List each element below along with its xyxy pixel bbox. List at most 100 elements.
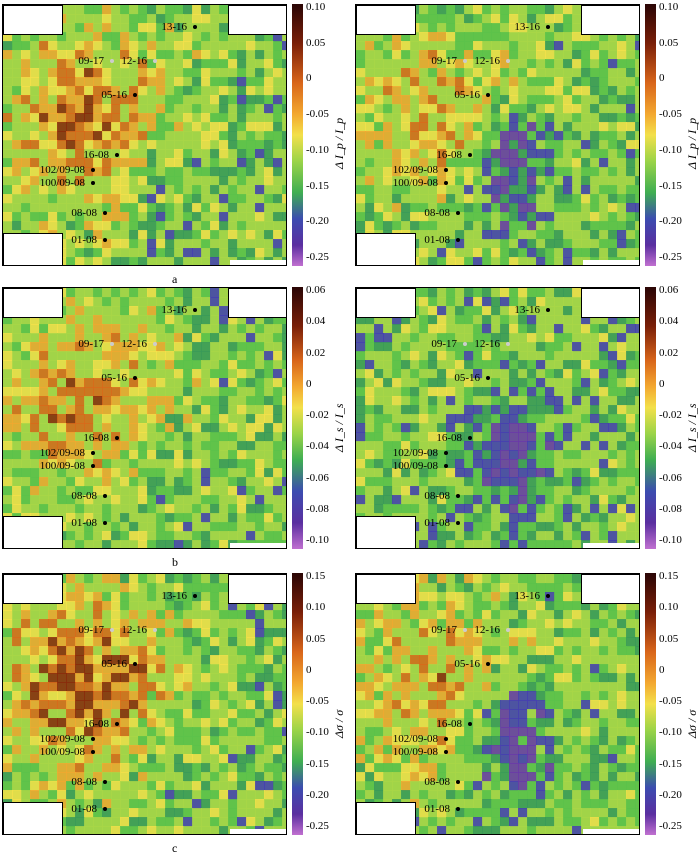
well-label: 13-16 xyxy=(514,21,540,33)
colorbar-title: Δ I_s / I_s xyxy=(685,403,699,453)
colorbar-tick: 0.02 xyxy=(659,346,679,359)
well-dot xyxy=(546,25,550,29)
mask-region xyxy=(356,5,416,35)
colorbar-tick: 0.10 xyxy=(659,601,679,614)
colorbar-tick: 0 xyxy=(659,663,665,676)
colorbar-tick: -0.08 xyxy=(306,502,329,515)
colorbar xyxy=(292,287,303,549)
colorbar-tick: 0.04 xyxy=(306,315,326,328)
mask-region xyxy=(583,829,639,834)
colorbar-tick: -0.02 xyxy=(306,409,329,421)
colorbar-tick: 0 xyxy=(306,377,312,390)
map-area: 13-16 09-17 12-16 05-16 16-08 102/09-08 100/09… xyxy=(2,573,287,835)
attribute-map xyxy=(3,574,286,834)
well-label: 16-08 xyxy=(83,432,109,444)
well-dot xyxy=(468,436,472,440)
well-label: 08-08 xyxy=(424,490,450,502)
colorbar-tick: 0.10 xyxy=(306,1,326,13)
mask-region xyxy=(581,288,639,318)
colorbar-tick: -0.15 xyxy=(659,179,682,192)
well-label: 01-08 xyxy=(424,803,450,815)
colorbar-tick: 0 xyxy=(306,663,312,676)
panel-c-2: 13-16 09-17 12-16 05-16 16-08 102/09-08 100/09… xyxy=(353,571,700,835)
mask-region xyxy=(356,574,416,604)
well-label: 12-16 xyxy=(121,338,147,350)
well-dot xyxy=(456,494,460,498)
colorbar-tick: -0.05 xyxy=(659,108,682,121)
mask-region xyxy=(228,288,286,318)
mask-region xyxy=(356,288,416,318)
well-dot xyxy=(444,451,448,455)
panel-b-1: 13-16 09-17 12-16 05-16 16-08 102/09-08 100/09… xyxy=(0,284,347,549)
mask-region xyxy=(583,260,639,265)
colorbar-tick: -0.20 xyxy=(659,215,682,228)
well-dot xyxy=(463,342,467,346)
row-label: a xyxy=(172,272,178,286)
mask-region xyxy=(3,574,63,604)
well-label: 09-17 xyxy=(78,55,104,67)
well-label: 13-16 xyxy=(161,21,187,33)
well-label: 16-08 xyxy=(436,149,462,161)
map-area: 13-16 09-17 12-16 05-16 16-08 102/09-08 100/09… xyxy=(2,287,287,549)
well-dot xyxy=(103,211,107,215)
well-dot xyxy=(133,93,137,97)
well-label: 09-17 xyxy=(431,624,457,636)
colorbar-title: Δσ / σ xyxy=(685,709,699,738)
attribute-map xyxy=(356,5,639,265)
colorbar xyxy=(645,573,656,835)
well-dot xyxy=(91,750,95,754)
well-label: 100/09-08 xyxy=(392,177,438,189)
well-dot xyxy=(153,628,157,632)
well-dot xyxy=(463,628,467,632)
well-label: 01-08 xyxy=(71,517,97,529)
well-label: 01-08 xyxy=(424,234,450,246)
mask-region xyxy=(230,829,286,834)
well-label: 100/09-08 xyxy=(392,460,438,472)
well-label: 13-16 xyxy=(514,304,540,316)
well-dot xyxy=(110,628,114,632)
mask-region xyxy=(3,288,63,318)
well-label: 05-16 xyxy=(454,89,480,101)
colorbar-tick: -0.15 xyxy=(306,757,329,770)
mask-region xyxy=(356,802,416,834)
well-dot xyxy=(486,93,490,97)
well-dot xyxy=(110,59,114,63)
well-dot xyxy=(153,342,157,346)
attribute-map xyxy=(356,288,639,548)
well-dot xyxy=(103,780,107,784)
map-area: 13-16 09-17 12-16 05-16 16-08 102/09-08 100/09… xyxy=(355,4,640,266)
well-label: 05-16 xyxy=(101,658,127,670)
well-dot xyxy=(193,308,197,312)
colorbar-tick: -0.25 xyxy=(306,820,329,832)
well-label: 05-16 xyxy=(454,372,480,384)
well-dot xyxy=(115,436,119,440)
colorbar-tick: 0.10 xyxy=(659,1,679,13)
mask-region xyxy=(3,802,63,834)
mask-region xyxy=(228,574,286,604)
well-dot xyxy=(486,662,490,666)
well-label: 09-17 xyxy=(78,338,104,350)
well-dot xyxy=(110,342,114,346)
colorbar xyxy=(292,4,303,266)
mask-region xyxy=(3,516,63,548)
colorbar-tick: -0.10 xyxy=(659,534,682,546)
mask-region xyxy=(3,233,63,265)
well-label: 08-08 xyxy=(71,207,97,219)
well-label: 12-16 xyxy=(474,338,500,350)
well-label: 08-08 xyxy=(71,490,97,502)
colorbar-tick: 0.04 xyxy=(659,315,679,328)
well-dot xyxy=(546,308,550,312)
colorbar-tick: 0.06 xyxy=(306,284,326,296)
colorbar-tick: -0.05 xyxy=(659,695,682,707)
well-dot xyxy=(444,464,448,468)
well-label: 01-08 xyxy=(424,517,450,529)
mask-region xyxy=(230,543,286,548)
colorbar-tick: -0.08 xyxy=(659,502,682,515)
well-label: 12-16 xyxy=(121,55,147,67)
well-dot xyxy=(115,722,119,726)
well-dot xyxy=(506,59,510,63)
colorbar-tick: -0.25 xyxy=(659,820,682,832)
row-label: b xyxy=(172,555,178,569)
well-dot xyxy=(91,737,95,741)
well-dot xyxy=(133,662,137,666)
